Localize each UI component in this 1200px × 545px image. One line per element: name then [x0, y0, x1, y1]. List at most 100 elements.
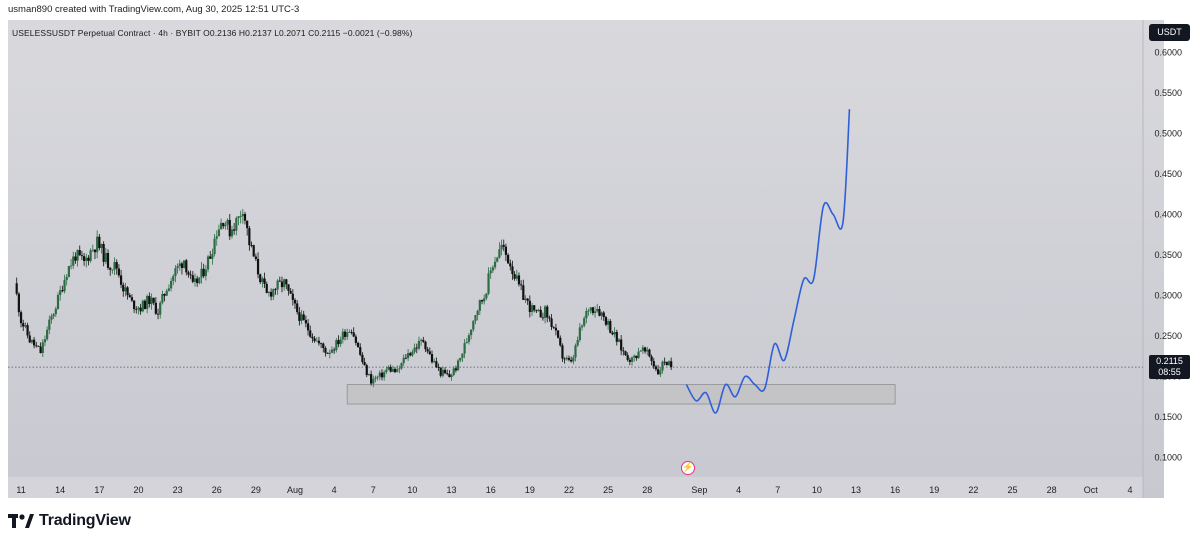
- candle-body: [585, 310, 588, 319]
- candle-body: [580, 325, 584, 328]
- candle-body: [276, 280, 279, 290]
- candle-body: [209, 256, 212, 259]
- candle-body: [117, 268, 120, 276]
- candle-body: [513, 274, 516, 279]
- candle-body: [26, 325, 29, 336]
- candle-body: [330, 349, 334, 353]
- support-zone: [346, 384, 896, 405]
- x-tick-label: 26: [212, 485, 222, 495]
- candle-body: [230, 229, 234, 237]
- candle-body: [272, 289, 275, 297]
- candle-body: [74, 256, 77, 261]
- x-tick-label: 19: [525, 485, 535, 495]
- x-tick-label: 10: [407, 485, 417, 495]
- candle-body: [291, 293, 294, 300]
- candle-body: [115, 262, 118, 269]
- candle-body: [24, 325, 27, 327]
- candle-body: [465, 341, 468, 344]
- candle-body: [200, 268, 203, 278]
- candle-body: [496, 257, 499, 262]
- candle-body: [128, 295, 131, 298]
- candle-body: [289, 290, 292, 294]
- candle-body: [567, 357, 571, 360]
- candle-body: [313, 338, 316, 342]
- candle-body: [415, 347, 418, 349]
- candle-body: [139, 307, 142, 312]
- candle-body: [346, 332, 349, 337]
- candle-body: [630, 357, 634, 362]
- y-tick-label: 0.3000: [1154, 290, 1182, 300]
- y-tick-label: 0.1000: [1154, 452, 1182, 462]
- bar-countdown: 08:55: [1158, 367, 1181, 377]
- candle-body: [628, 359, 631, 362]
- candle-body: [663, 361, 666, 363]
- candle-body: [474, 315, 477, 321]
- candle-body: [311, 336, 314, 339]
- candle-body: [576, 339, 579, 346]
- candle-body: [206, 256, 210, 270]
- candle-body: [352, 332, 355, 337]
- candle-body: [385, 369, 388, 373]
- candle-body: [670, 361, 673, 368]
- candle-body: [578, 327, 581, 340]
- candle-body: [420, 339, 423, 341]
- candle-body: [102, 243, 105, 262]
- candle-body: [583, 318, 586, 326]
- candle-body: [406, 353, 410, 359]
- tradingview-logo[interactable]: TradingView: [8, 512, 131, 530]
- chart-pane[interactable]: [8, 20, 1164, 498]
- candle-body: [280, 281, 284, 288]
- candle-body: [76, 250, 79, 261]
- x-tick-label: 7: [775, 485, 780, 495]
- candle-body: [470, 329, 473, 336]
- candle-body: [615, 331, 618, 342]
- candle-body: [461, 353, 464, 358]
- candle-body: [570, 359, 573, 362]
- candle-body: [454, 368, 458, 371]
- candle-body: [48, 319, 51, 330]
- candle-body: [46, 329, 49, 340]
- y-tick-label: 0.2500: [1154, 331, 1182, 341]
- candle-body: [467, 335, 471, 342]
- symbol-info-line[interactable]: USELESSUSDT Perpetual Contract · 4h · BY…: [12, 28, 413, 38]
- candle-body: [211, 254, 214, 259]
- candle-body: [372, 378, 375, 384]
- x-tick-label: 28: [642, 485, 652, 495]
- x-tick-label: 13: [851, 485, 861, 495]
- candle-body: [654, 366, 658, 370]
- candle-body: [235, 218, 238, 231]
- candle-body: [228, 219, 231, 237]
- candle-body: [526, 298, 529, 301]
- x-tick-label: 10: [812, 485, 822, 495]
- candle-body: [304, 320, 307, 324]
- candle-body: [167, 288, 171, 291]
- candle-body: [93, 249, 97, 253]
- candle-body: [143, 300, 147, 309]
- candle-body: [387, 366, 390, 370]
- candle-body: [15, 283, 18, 294]
- candle-body: [296, 303, 299, 313]
- candle-body: [19, 312, 23, 324]
- x-tick-label: 4: [332, 485, 337, 495]
- candle-body: [587, 310, 590, 312]
- candle-body: [626, 355, 629, 360]
- candle-body: [256, 258, 260, 275]
- candle-body: [150, 297, 153, 305]
- candle-body: [133, 300, 136, 310]
- lightning-icon[interactable]: ⚡: [681, 461, 695, 475]
- candle-body: [217, 229, 221, 237]
- candle-body: [572, 357, 575, 362]
- candle-body: [187, 272, 190, 275]
- candle-body: [398, 368, 401, 370]
- candle-body: [328, 352, 331, 354]
- candle-body: [522, 285, 525, 300]
- candle-body: [646, 349, 649, 352]
- candle-body: [226, 219, 229, 225]
- candle-body: [409, 353, 412, 356]
- candle-body: [478, 300, 481, 311]
- candle-body: [96, 236, 99, 253]
- x-tick-label: 23: [173, 485, 183, 495]
- currency-button[interactable]: USDT: [1149, 24, 1190, 41]
- candle-body: [204, 269, 207, 277]
